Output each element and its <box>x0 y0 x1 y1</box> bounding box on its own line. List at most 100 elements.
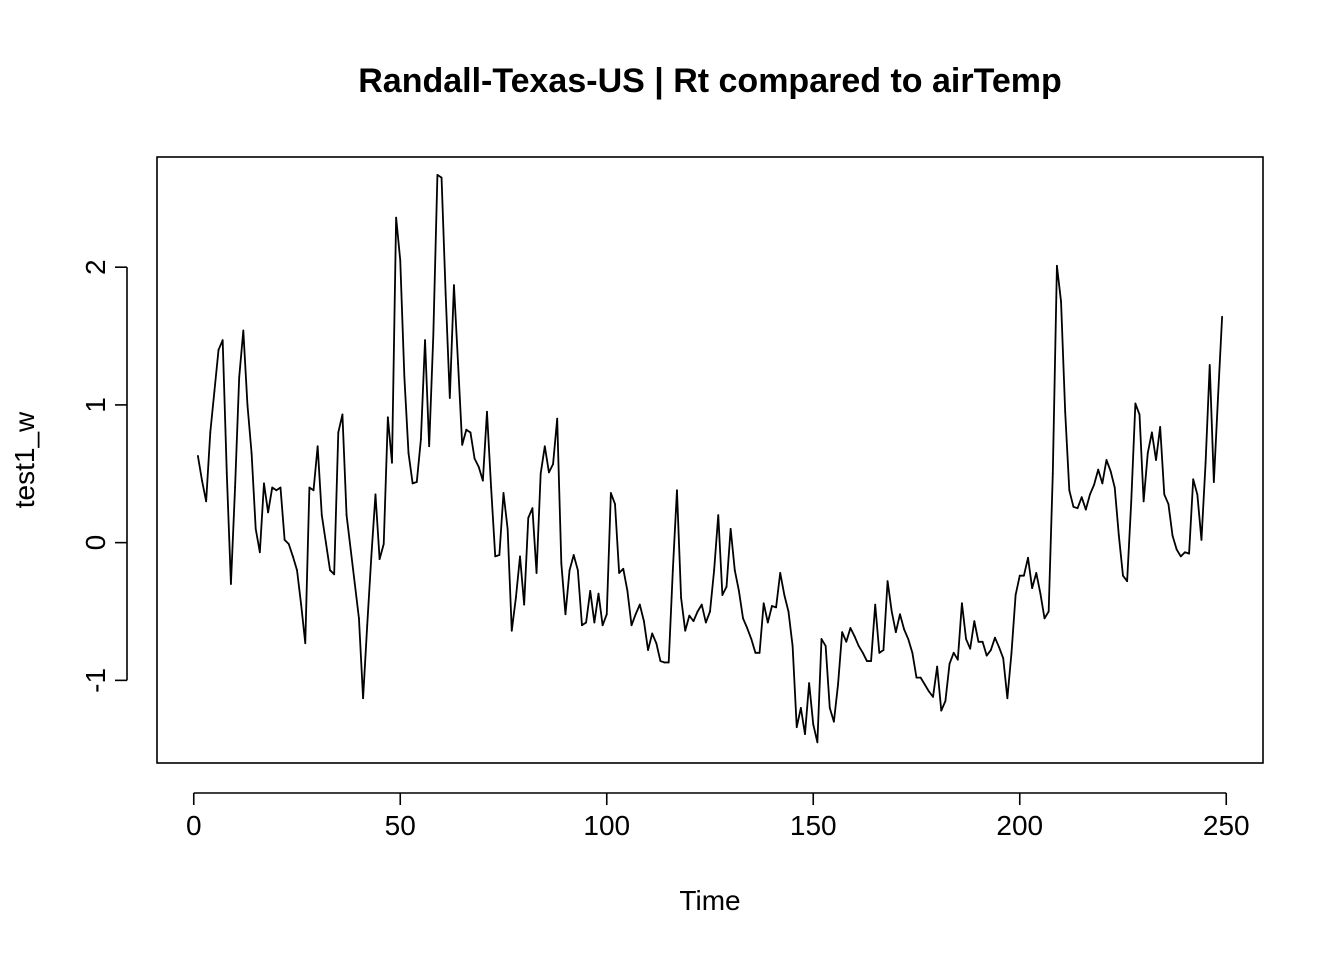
data-point <box>717 514 720 516</box>
data-point <box>1171 534 1174 537</box>
data-point <box>341 413 344 416</box>
data-point <box>1146 452 1149 455</box>
data-point <box>940 709 943 712</box>
data-point <box>585 621 587 624</box>
data-point <box>300 603 303 606</box>
data-point <box>783 594 786 596</box>
x-tick-label: 100 <box>583 810 630 841</box>
data-point <box>378 558 381 561</box>
data-point <box>973 620 976 623</box>
data-point <box>1097 468 1100 471</box>
data-point <box>1221 315 1224 318</box>
data-point <box>915 676 918 679</box>
data-point <box>1080 496 1083 499</box>
data-point <box>506 527 509 530</box>
data-point <box>267 511 269 514</box>
data-point <box>1179 555 1182 558</box>
data-point <box>1089 493 1091 496</box>
data-point <box>605 613 608 616</box>
data-point <box>738 589 740 592</box>
data-point <box>1072 505 1075 508</box>
data-point <box>1060 300 1062 303</box>
data-point <box>700 603 703 606</box>
data-point <box>667 661 670 664</box>
data-point <box>828 707 831 709</box>
data-point <box>704 621 707 624</box>
data-point <box>477 465 480 468</box>
data-point <box>647 649 649 651</box>
data-point <box>754 651 757 654</box>
data-point <box>403 376 406 379</box>
data-point <box>415 481 418 483</box>
data-point <box>1105 459 1108 461</box>
data-point <box>494 555 497 558</box>
data-point <box>1217 397 1219 399</box>
data-point <box>1047 610 1050 613</box>
data-point <box>1142 500 1145 503</box>
data-point <box>643 620 645 623</box>
data-point <box>659 660 662 662</box>
data-point <box>841 631 844 634</box>
data-point <box>420 438 422 441</box>
data-point <box>593 621 596 624</box>
data-point <box>581 624 583 627</box>
data-point <box>614 503 616 505</box>
data-point <box>886 580 889 583</box>
data-point <box>907 638 910 640</box>
data-point <box>890 610 893 613</box>
data-point <box>1204 461 1207 464</box>
data-point <box>486 410 488 413</box>
data-point <box>225 472 228 475</box>
data-point <box>787 610 790 613</box>
data-point <box>440 176 443 179</box>
data-point <box>353 583 356 585</box>
data-point <box>1093 483 1095 486</box>
data-point <box>465 428 468 431</box>
data-point <box>663 661 666 664</box>
x-axis: 0 50 100 150 200 250 <box>186 792 1250 841</box>
x-tick-label: 0 <box>186 810 202 841</box>
data-point <box>733 569 736 572</box>
data-point <box>680 596 682 599</box>
data-point <box>258 551 261 554</box>
data-point <box>795 726 798 729</box>
data-point <box>618 572 621 574</box>
data-point <box>766 621 769 624</box>
data-point <box>746 627 749 629</box>
data-point <box>411 482 414 485</box>
data-point <box>366 624 369 627</box>
data-point <box>337 431 340 434</box>
data-point <box>762 602 765 605</box>
data-points <box>196 174 1224 744</box>
data-point <box>448 397 451 399</box>
data-point <box>911 651 914 654</box>
data-point <box>370 555 373 558</box>
x-axis-title: Time <box>679 885 740 916</box>
data-point <box>230 583 232 585</box>
data-point <box>622 567 625 570</box>
data-point <box>358 617 360 620</box>
data-point <box>1109 470 1112 472</box>
y-tick-label: 2 <box>80 259 111 275</box>
data-point <box>424 339 426 342</box>
data-point <box>1018 574 1021 577</box>
plot-area-frame <box>156 156 1264 764</box>
data-point <box>808 682 811 685</box>
data-point <box>1159 426 1162 428</box>
data-point <box>234 486 236 489</box>
data-point <box>676 489 678 492</box>
data-point <box>1167 503 1170 505</box>
data-point <box>824 645 827 647</box>
data-point <box>989 649 992 651</box>
data-point <box>589 589 592 592</box>
data-point <box>849 627 852 629</box>
data-point <box>457 362 459 365</box>
data-point <box>1122 574 1124 577</box>
data-point <box>221 339 224 342</box>
data-point <box>812 723 815 726</box>
data-point <box>461 443 464 446</box>
y-axis: -1 0 1 2 <box>80 259 128 693</box>
data-point <box>771 605 773 607</box>
data-point <box>853 635 856 638</box>
